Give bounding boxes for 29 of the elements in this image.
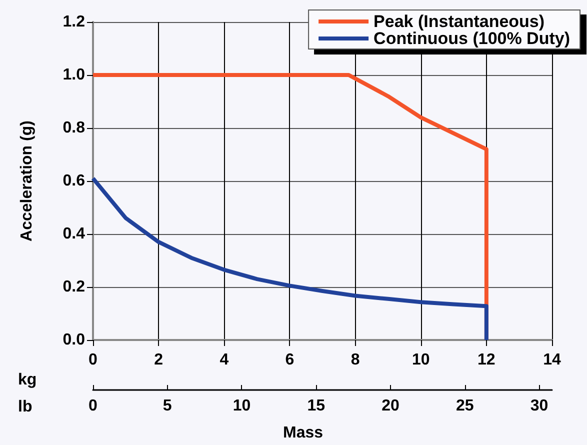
y-tick-label: 1.2 [62,14,86,30]
x-tick-label: 2 [154,352,164,368]
y-tick-label: 0.2 [62,278,86,296]
x-tick-label: 0 [88,352,98,368]
y-tick-label: 0.6 [62,172,86,190]
x-tick-label: 14 [543,352,561,368]
legend-label: Continuous (100% Duty) [374,29,570,48]
x2-tick-label: 10 [232,398,251,414]
x2-tick-label: 25 [456,398,474,414]
line-series [91,176,488,342]
y-tick-label: 1.0 [62,66,86,84]
y-tick-label: 0.4 [62,226,86,242]
x2-tick-label: 0 [88,398,98,414]
x-tick-label: 6 [285,352,294,368]
y-axis-title: Acceleration (g) [18,120,36,242]
text: kg [18,372,37,388]
x-tick-label: 8 [350,352,360,368]
x-tick-label: 4 [220,352,229,368]
text: lb [18,398,32,416]
x2-tick-label: 5 [162,398,172,414]
x2-tick-label: 30 [530,398,548,414]
x-tick-label: 10 [412,352,430,368]
x-axis-title: Mass [283,424,324,442]
y-tick-label: 0.0 [62,332,86,348]
x-tick-label: 12 [478,352,496,368]
y-tick-label: 0.8 [62,120,86,136]
x2-tick-label: 20 [382,398,400,414]
legend-label: Peak (Instantaneous) [374,12,545,31]
x2-tick-label: 15 [307,398,326,414]
